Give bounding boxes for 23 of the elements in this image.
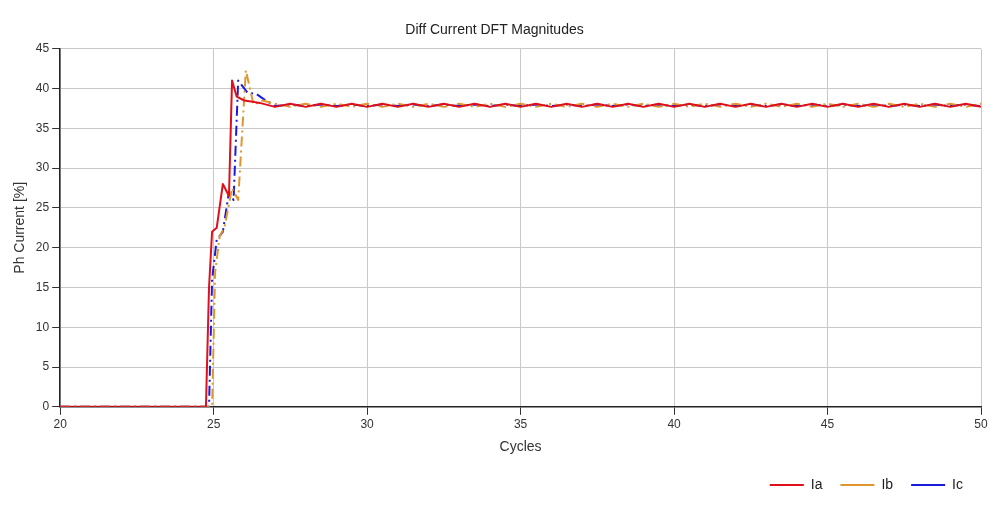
x-tick-label: 40 [667,417,682,432]
y-tick-label: 5 [42,359,50,374]
y-tick-label: 10 [35,319,50,334]
x-tick-label: 50 [974,417,988,432]
x-tick-label: 30 [360,417,375,432]
y-tick-label: 25 [35,200,50,215]
x-tick-label: 20 [53,417,68,432]
y-tick-label: 30 [35,160,50,175]
chart-title: Diff Current DFT Magnitudes [405,21,584,38]
x-tick-label: 25 [206,417,221,432]
legend-label: Ib [881,475,894,492]
x-axis-title: Cycles [499,438,542,455]
x-tick-label: 35 [513,417,528,432]
y-tick-label: 20 [35,240,50,254]
y-tick-label: 15 [35,279,50,294]
x-tick-label: 45 [820,417,835,432]
y-tick-label: 40 [35,80,50,95]
legend-label: Ia [810,475,823,492]
y-axis-title: Ph Current [%] [11,181,28,274]
y-tick-label: 45 [35,41,50,56]
legend-label: Ic [952,475,963,492]
y-tick-label: 0 [42,399,50,414]
y-tick-label: 35 [35,120,50,135]
